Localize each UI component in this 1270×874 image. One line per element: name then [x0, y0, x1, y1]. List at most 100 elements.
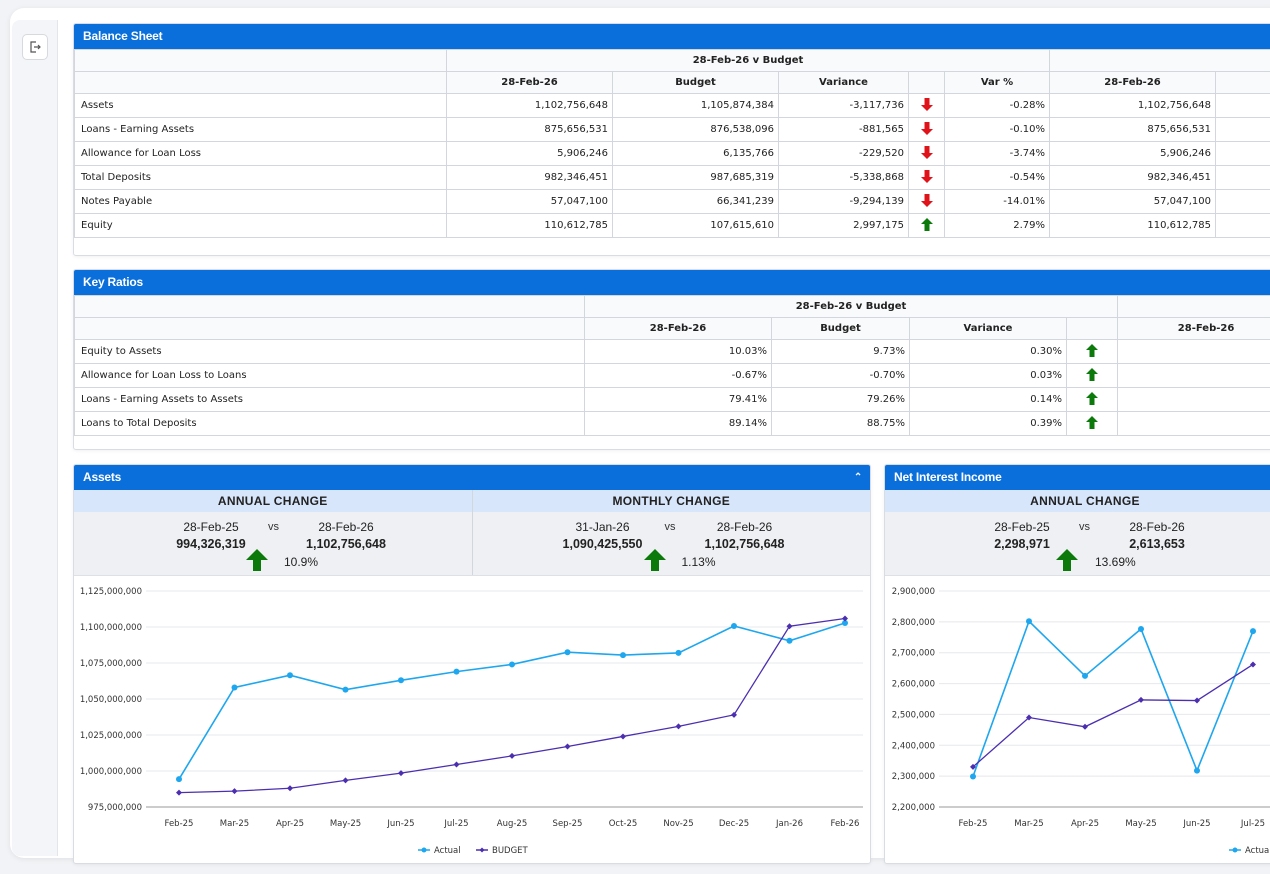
data-point[interactable] — [398, 770, 404, 777]
annual-change: ANNUAL CHANGE 28-Feb-25 994,326,319 vs 28… — [74, 490, 473, 575]
prior-cell: 5,906,246 — [1049, 141, 1216, 166]
table-row[interactable]: Loans - Earning Assets 875,656,531 876,538… — [74, 117, 1270, 142]
legend-label[interactable]: BUDGET — [492, 846, 529, 856]
x-tick-label: Apr-25 — [1071, 819, 1099, 829]
data-point[interactable] — [970, 763, 976, 770]
table-row[interactable]: Loans - Earning Assets to Assets 79.41% 79… — [74, 387, 1270, 412]
down-arrow-icon — [908, 165, 945, 190]
key-ratios-title: Key Ratios — [74, 270, 1270, 295]
percent-change: 1.13% — [681, 555, 716, 569]
budget-cell: -0.70% — [771, 363, 910, 388]
assets-line-chart: 975,000,000 1,000,000,000 1,025,000,000 1,0… — [80, 587, 863, 856]
column-header[interactable]: Var % — [944, 71, 1050, 94]
y-tick-label: 2,900,000 — [892, 587, 935, 597]
logout-icon[interactable] — [22, 34, 48, 60]
data-point[interactable] — [786, 623, 793, 630]
table-row[interactable]: Notes Payable 57,047,100 66,341,239 -9,294,… — [74, 189, 1270, 214]
data-point[interactable] — [1250, 661, 1256, 668]
data-point[interactable] — [1026, 714, 1032, 721]
data-point[interactable] — [564, 743, 571, 750]
data-point[interactable] — [842, 615, 848, 622]
data-point[interactable] — [620, 733, 626, 740]
column-header[interactable]: Variance — [909, 317, 1067, 340]
data-point[interactable] — [786, 637, 793, 644]
column-header[interactable]: 28-Feb-26 — [1049, 71, 1216, 94]
var-pct-cell: -14.01% — [944, 189, 1050, 214]
column-header[interactable]: 28-Feb-26 — [584, 317, 772, 340]
compare-a: 31-Jan-26 1,090,425,550 — [553, 520, 653, 551]
data-point[interactable] — [509, 661, 515, 668]
x-tick-label: Aug-25 — [497, 819, 527, 829]
table-row[interactable]: Total Deposits 982,346,451 987,685,319 -5,3… — [74, 165, 1270, 190]
data-point[interactable] — [1194, 697, 1200, 704]
data-point[interactable] — [1082, 723, 1088, 730]
data-point[interactable] — [564, 649, 571, 656]
x-tick-label: Nov-25 — [663, 819, 693, 829]
variance-cell: 0.39% — [909, 411, 1067, 436]
data-point[interactable] — [675, 649, 682, 656]
column-header[interactable]: Variance — [778, 71, 909, 94]
data-point[interactable] — [509, 752, 515, 759]
data-point[interactable] — [287, 672, 293, 679]
down-arrow-icon — [908, 189, 945, 214]
column-header[interactable]: Budget — [771, 317, 910, 340]
data-point[interactable] — [231, 788, 238, 795]
up-arrow-icon — [1065, 387, 1119, 412]
monthly-change: MONTHLY CHANGE 31-Jan-26 1,090,425,550 vs… — [472, 490, 870, 575]
data-point[interactable] — [731, 711, 737, 718]
var-pct-cell: -0.10% — [944, 117, 1050, 142]
table-row[interactable]: Assets 1,102,756,648 1,105,874,384 -3,117,7… — [74, 93, 1270, 118]
x-tick-label: Jan-26 — [775, 819, 803, 829]
y-tick-label: 1,000,000,000 — [80, 767, 142, 777]
data-point[interactable] — [176, 776, 182, 783]
data-point[interactable] — [970, 773, 976, 780]
variance-cell: -229,520 — [778, 141, 909, 166]
table-row[interactable]: Allowance for Loan Loss to Loans -0.67% -0… — [74, 363, 1270, 388]
legend-label[interactable]: Actual — [434, 846, 461, 856]
data-point[interactable] — [453, 761, 460, 768]
table-row[interactable]: Allowance for Loan Loss 5,906,246 6,135,76… — [74, 141, 1270, 166]
data-point[interactable] — [1138, 625, 1144, 632]
data-point[interactable] — [342, 686, 349, 693]
table-row[interactable]: Equity 110,612,785 107,615,610 2,997,175 2.7… — [74, 213, 1270, 238]
legend-label[interactable]: Actual — [1245, 846, 1270, 856]
prior-cell: 875,656,531 — [1049, 117, 1216, 142]
x-tick-label: Feb-26 — [831, 819, 860, 829]
data-point[interactable] — [842, 620, 848, 627]
value-a: 2,298,971 — [994, 537, 1050, 551]
data-point[interactable] — [1250, 628, 1256, 635]
var-pct-cell: -0.54% — [944, 165, 1050, 190]
percent-change: 10.9% — [284, 555, 319, 569]
data-point[interactable] — [675, 723, 682, 730]
data-point[interactable] — [453, 668, 460, 675]
data-point[interactable] — [1082, 672, 1088, 679]
data-point[interactable] — [1138, 696, 1144, 703]
column-header[interactable]: 28-Feb-26 — [1117, 317, 1270, 340]
compare-b: 28-Feb-26 1,102,756,648 — [296, 520, 396, 551]
prior-cell: 1,102,756,648 — [1049, 93, 1216, 118]
var-pct-cell: -3.74% — [944, 141, 1050, 166]
data-point[interactable] — [620, 652, 626, 659]
budget-cell: 6,135,766 — [612, 141, 779, 166]
vs-label: vs — [268, 521, 279, 533]
y-tick-label: 2,600,000 — [892, 680, 935, 690]
value-b: 1,102,756,648 — [306, 537, 386, 551]
column-header[interactable]: Budget — [612, 71, 779, 94]
data-point[interactable] — [398, 677, 404, 684]
row-label: Allowance for Loan Loss — [74, 141, 447, 166]
column-header[interactable]: 28-Feb-26 — [446, 71, 613, 94]
chevron-up-icon[interactable]: ⌃ — [853, 472, 862, 483]
x-tick-label: Mar-25 — [220, 819, 249, 829]
data-point[interactable] — [287, 785, 293, 792]
data-point[interactable] — [231, 684, 238, 691]
table-row[interactable]: Loans to Total Deposits 89.14% 88.75% 0.39%… — [74, 411, 1270, 436]
x-tick-label: Oct-25 — [609, 819, 638, 829]
data-point[interactable] — [1194, 767, 1200, 774]
data-point[interactable] — [176, 789, 182, 796]
data-point[interactable] — [342, 777, 349, 784]
group-header: 28-Feb-26 v Budget — [583, 295, 1119, 318]
x-tick-label: Apr-25 — [276, 819, 304, 829]
data-point[interactable] — [1026, 618, 1032, 625]
data-point[interactable] — [731, 622, 737, 629]
